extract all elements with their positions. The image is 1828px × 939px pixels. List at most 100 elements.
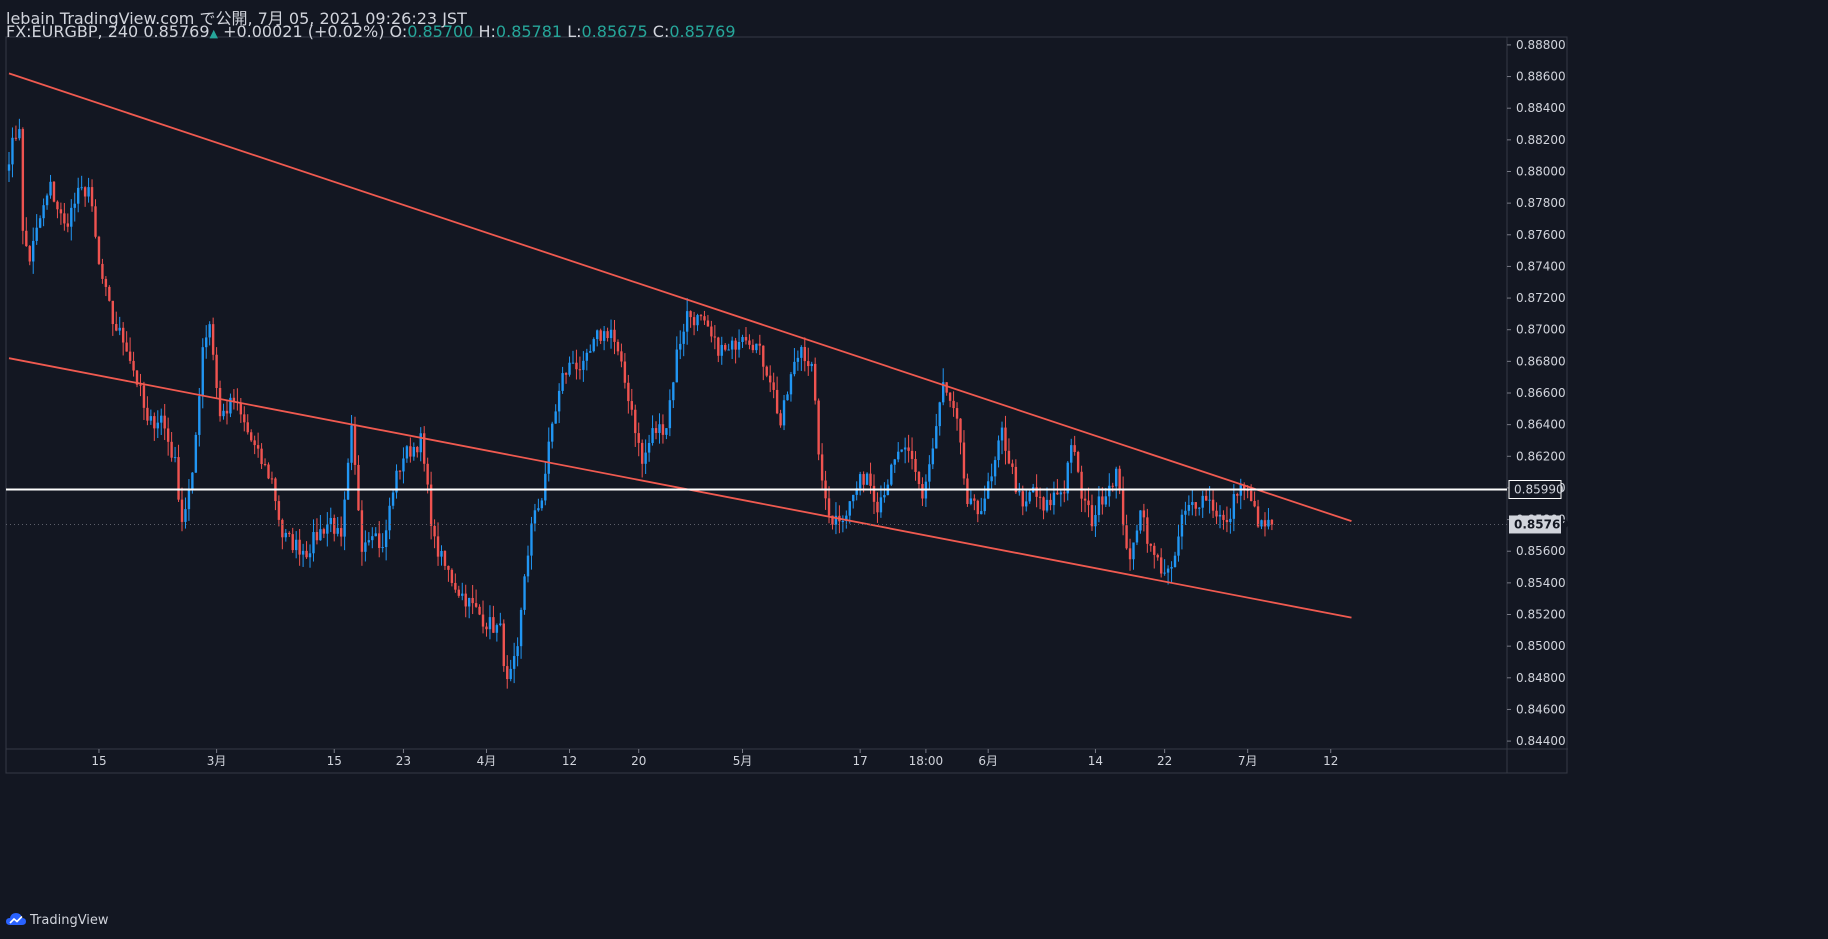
candle-body [478,606,481,615]
candle-body [647,442,651,453]
candle-body [616,341,620,352]
candle-body [467,597,471,607]
candle-body [166,428,170,442]
candle-body [291,534,294,551]
candle-body [433,525,436,537]
candle-body [104,278,108,287]
open-label: O: [389,22,408,41]
candle-body [945,382,948,393]
candle-body [409,446,412,457]
candle-body [360,510,364,552]
candle-body [613,329,616,342]
candle-body [436,536,440,557]
candle-body [654,428,658,433]
candle-body [256,445,260,449]
candle-body [25,230,28,247]
candle-body [834,515,838,525]
candle-body [672,382,675,401]
footer-brand[interactable]: TradingView [30,912,109,928]
candle-body [634,409,637,434]
candle-body [966,478,969,504]
candle-body [250,432,253,441]
candle-body [637,433,640,443]
candle-body [751,344,755,351]
symbol-legend[interactable]: FX:EURGBP, 240 0.85769▲ +0.00021 (+0.02%… [6,22,736,41]
candle-body [87,187,90,197]
candle-body [523,576,526,610]
candle-body [526,555,530,577]
candle-body [135,370,139,385]
candle-body [758,343,762,346]
symbol-label[interactable]: FX:EURGBP, 240 [6,22,139,41]
candle-body [578,369,582,371]
candle-body [1198,507,1201,509]
candle-body [101,263,104,279]
y-tick-label: 0.87200 [1516,291,1566,305]
candle-body [661,424,665,435]
candle-body [205,337,208,348]
candle-body [1267,519,1270,527]
candle-body [121,327,125,343]
candle-body [1211,499,1215,511]
candle-body [52,181,56,202]
candle-body [1149,543,1152,546]
candle-body [1201,495,1204,508]
candle-body [1014,466,1018,493]
candle-body [18,129,21,139]
candle-body [59,209,63,214]
candle-body [755,343,758,351]
candle-body [1232,494,1236,519]
candle-body [727,349,730,351]
close-label: C: [652,22,670,41]
x-tick-label: 12 [562,754,577,768]
candle-body [125,342,128,352]
candle-body [717,337,720,356]
candle-body [813,363,817,401]
candle-body [796,357,800,362]
candle-body [1243,484,1246,490]
candle-body [980,511,983,515]
candle-body [1004,427,1007,451]
candle-body [426,463,429,485]
candle-body [858,474,862,489]
candle-body [405,446,409,459]
candle-body [668,400,672,429]
candle-body [160,415,163,423]
candle-body [800,346,803,358]
candle-body [973,498,976,501]
candle-body [38,218,42,228]
candle-body [959,418,962,443]
candle-body [222,410,225,417]
y-tick-label: 0.88000 [1516,164,1566,178]
candle-body [931,448,935,465]
trendline-upper [8,72,1352,523]
candle-body [364,542,367,552]
candle-body [571,362,575,364]
candle-body [1208,499,1211,501]
candle-body [540,500,544,509]
candle-body [232,397,236,402]
chart-frame [5,36,1568,774]
y-tick-label: 0.88400 [1516,101,1566,115]
candle-body [35,227,38,241]
candle-body [793,361,796,375]
candle-body [990,476,993,482]
candle-body [689,311,692,318]
candle-body [1115,468,1118,487]
candle-body [596,330,599,340]
candle-body [862,474,865,485]
candle-body [198,396,201,435]
candle-body [384,530,388,548]
candle-body [730,340,734,350]
candle-body [675,349,678,383]
y-tick-label: 0.86800 [1516,354,1566,368]
candle-body [115,324,118,331]
candle-body [194,434,198,473]
candle-body [326,524,329,534]
candle-body [367,540,371,543]
candle-body [301,550,305,555]
candle-body [706,320,710,327]
y-tick-label: 0.84400 [1516,734,1566,748]
tradingview-footer[interactable]: TradingView [6,911,109,929]
